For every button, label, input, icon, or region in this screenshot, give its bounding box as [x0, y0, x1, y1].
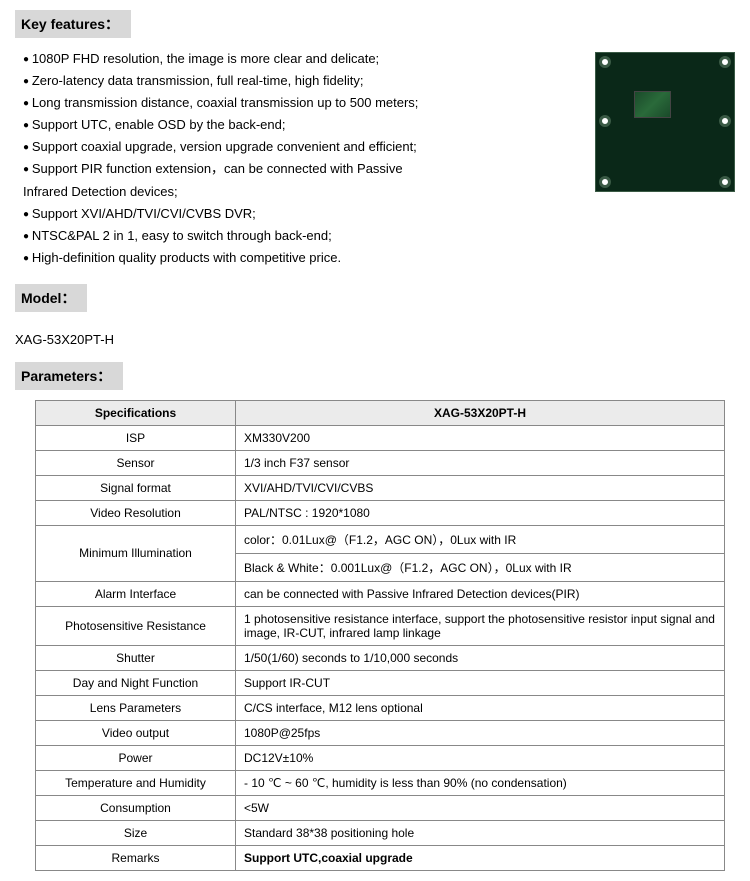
table-row: Alarm Interfacecan be connected with Pas…: [36, 581, 725, 606]
row-value: can be connected with Passive Infrared D…: [236, 581, 725, 606]
table-row: Signal formatXVI/AHD/TVI/CVI/CVBS: [36, 475, 725, 500]
feature-item: Support PIR function extension，can be co…: [23, 158, 580, 180]
table-row: Photosensitive Resistance1 photosensitiv…: [36, 606, 725, 645]
row-value: 1 photosensitive resistance interface, s…: [236, 606, 725, 645]
model-name: XAG-53X20PT-H: [15, 332, 735, 347]
feature-item: Support XVI/AHD/TVI/CVI/CVBS DVR;: [23, 203, 580, 225]
feature-item: High-definition quality products with co…: [23, 247, 580, 269]
row-label: Size: [36, 820, 236, 845]
feature-item: NTSC&PAL 2 in 1, easy to switch through …: [23, 225, 580, 247]
feature-item: Long transmission distance, coaxial tran…: [23, 92, 580, 114]
table-row: Temperature and Humidity- 10 ℃ ~ 60 ℃, h…: [36, 770, 725, 795]
model-header: Model：: [15, 284, 87, 312]
features-row: 1080P FHD resolution, the image is more …: [15, 48, 735, 269]
row-label: ISP: [36, 425, 236, 450]
row-value: Black & White：0.001Lux@（F1.2，AGC ON），0Lu…: [236, 553, 725, 581]
row-label: Lens Parameters: [36, 695, 236, 720]
row-label: Photosensitive Resistance: [36, 606, 236, 645]
row-value: 1/3 inch F37 sensor: [236, 450, 725, 475]
row-value: XVI/AHD/TVI/CVI/CVBS: [236, 475, 725, 500]
row-value: PAL/NTSC : 1920*1080: [236, 500, 725, 525]
table-row: SizeStandard 38*38 positioning hole: [36, 820, 725, 845]
row-value: 1080P@25fps: [236, 720, 725, 745]
row-label: Video Resolution: [36, 500, 236, 525]
row-value: DC12V±10%: [236, 745, 725, 770]
key-features-header: Key features：: [15, 10, 131, 38]
row-label: Consumption: [36, 795, 236, 820]
row-value: Standard 38*38 positioning hole: [236, 820, 725, 845]
row-label: Day and Night Function: [36, 670, 236, 695]
header-spec: Specifications: [36, 400, 236, 425]
row-label: Sensor: [36, 450, 236, 475]
row-label: Remarks: [36, 845, 236, 870]
table-row: ISPXM330V200: [36, 425, 725, 450]
feature-item-cont: Infrared Detection devices;: [23, 181, 580, 203]
row-value: 1/50(1/60) seconds to 1/10,000 seconds: [236, 645, 725, 670]
row-value: color：0.01Lux@（F1.2，AGC ON），0Lux with IR: [236, 525, 725, 553]
table-row: Video ResolutionPAL/NTSC : 1920*1080: [36, 500, 725, 525]
table-row: Shutter1/50(1/60) seconds to 1/10,000 se…: [36, 645, 725, 670]
row-label: Minimum Illumination: [36, 525, 236, 581]
table-row: RemarksSupport UTC,coaxial upgrade: [36, 845, 725, 870]
row-value: <5W: [236, 795, 725, 820]
row-value: Support UTC,coaxial upgrade: [236, 845, 725, 870]
spec-table: Specifications XAG-53X20PT-H ISPXM330V20…: [35, 400, 725, 871]
table-row: Sensor1/3 inch F37 sensor: [36, 450, 725, 475]
row-value: C/CS interface, M12 lens optional: [236, 695, 725, 720]
row-label: Shutter: [36, 645, 236, 670]
feature-item: 1080P FHD resolution, the image is more …: [23, 48, 580, 70]
row-label: Signal format: [36, 475, 236, 500]
table-row: Minimum Illuminationcolor：0.01Lux@（F1.2，…: [36, 525, 725, 553]
row-value: - 10 ℃ ~ 60 ℃, humidity is less than 90%…: [236, 770, 725, 795]
row-label: Video output: [36, 720, 236, 745]
table-row: Consumption<5W: [36, 795, 725, 820]
table-row: PowerDC12V±10%: [36, 745, 725, 770]
table-row: Day and Night FunctionSupport IR-CUT: [36, 670, 725, 695]
feature-item: Support UTC, enable OSD by the back-end;: [23, 114, 580, 136]
feature-item: Zero-latency data transmission, full rea…: [23, 70, 580, 92]
table-row: Lens ParametersC/CS interface, M12 lens …: [36, 695, 725, 720]
row-value: Support IR-CUT: [236, 670, 725, 695]
product-image: [595, 52, 735, 192]
table-row: Video output1080P@25fps: [36, 720, 725, 745]
row-value: XM330V200: [236, 425, 725, 450]
header-product: XAG-53X20PT-H: [236, 400, 725, 425]
feature-item: Support coaxial upgrade, version upgrade…: [23, 136, 580, 158]
row-label: Power: [36, 745, 236, 770]
features-list: 1080P FHD resolution, the image is more …: [15, 48, 580, 269]
table-header-row: Specifications XAG-53X20PT-H: [36, 400, 725, 425]
row-label: Alarm Interface: [36, 581, 236, 606]
parameters-header: Parameters：: [15, 362, 123, 390]
row-label: Temperature and Humidity: [36, 770, 236, 795]
